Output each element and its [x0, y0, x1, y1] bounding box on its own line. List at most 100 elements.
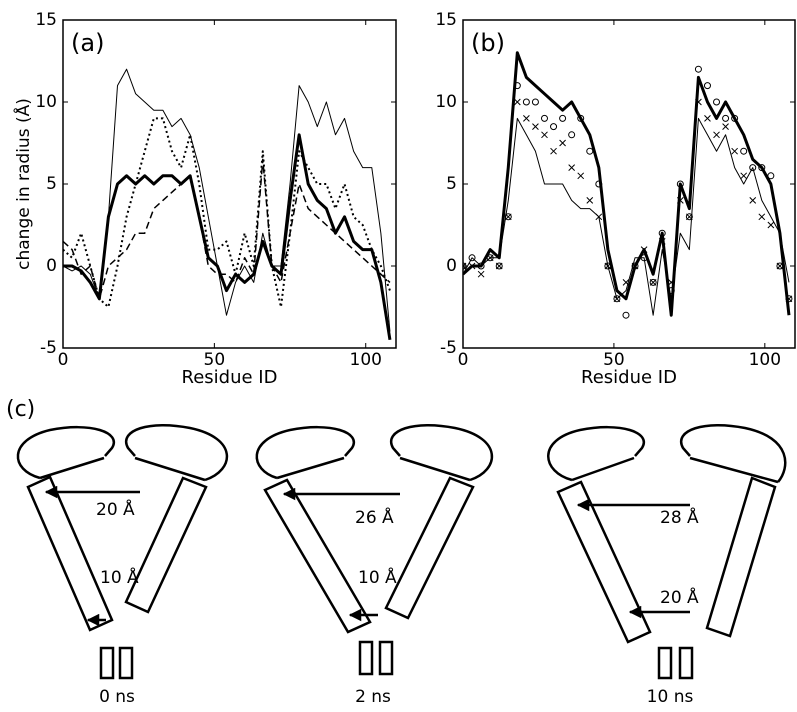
distance-label: 20 Å — [96, 498, 135, 520]
distance-label: 26 Å — [355, 506, 394, 528]
circle-marker — [486, 254, 494, 262]
circle-marker — [604, 262, 612, 270]
circle-marker — [522, 98, 530, 106]
circle-marker — [531, 98, 539, 106]
cross-marker — [463, 262, 467, 270]
circle-marker — [758, 164, 766, 172]
circle-marker — [568, 131, 576, 139]
cross-marker — [785, 295, 793, 303]
cross-marker — [604, 262, 612, 270]
cross-marker — [595, 213, 603, 221]
y-tick-label: 0 — [446, 256, 457, 276]
time-label: 10 ns — [647, 687, 694, 707]
x-axis-label: Residue ID — [581, 367, 677, 388]
plot-frame — [462, 19, 796, 349]
circle-marker — [667, 287, 675, 295]
circle-marker — [586, 147, 594, 155]
cross-marker — [523, 115, 530, 122]
schematic: 26 Å 10 Å 2 ns — [255, 424, 494, 707]
circle-marker — [785, 295, 793, 303]
time-label: 0 ns — [99, 687, 135, 707]
circle-marker — [613, 295, 621, 303]
series-line — [63, 158, 391, 300]
circle-marker — [631, 262, 639, 270]
circle-marker — [622, 311, 630, 319]
circle-marker — [731, 114, 739, 122]
cross-marker — [613, 295, 621, 303]
cross-marker — [776, 262, 784, 270]
distance-label: 10 Å — [100, 566, 139, 588]
cross-marker — [631, 262, 639, 270]
time-label: 2 ns — [355, 687, 391, 707]
panel-label: (c) — [6, 397, 35, 422]
cross-marker — [695, 98, 702, 106]
cross-marker — [477, 270, 485, 278]
circle-marker — [495, 262, 503, 270]
circle-marker — [749, 164, 757, 172]
cross-marker — [713, 131, 720, 139]
y-tick-label: 10 — [435, 92, 457, 112]
panel-label: (a) — [71, 29, 104, 57]
cross-marker — [640, 246, 648, 253]
circle-marker — [504, 213, 512, 221]
y-tick-label: -5 — [440, 338, 457, 358]
circle-marker — [463, 262, 467, 270]
cross-marker — [486, 254, 494, 262]
circle-marker — [640, 254, 648, 262]
circle-marker — [658, 229, 666, 237]
circle-marker — [540, 114, 548, 122]
circle-marker — [740, 147, 748, 155]
cross-marker — [468, 262, 476, 270]
series-line — [63, 68, 391, 332]
cross-marker — [767, 221, 775, 229]
cross-marker — [740, 172, 748, 180]
y-tick-label: 15 — [435, 10, 457, 30]
cross-marker — [550, 147, 557, 155]
cross-marker — [658, 238, 666, 245]
y-tick-label: 15 — [35, 10, 57, 30]
x-tick-label: 100 — [749, 350, 781, 370]
series-line — [63, 117, 391, 308]
circle-marker — [577, 114, 585, 122]
series-line — [463, 51, 791, 317]
plot-frame — [62, 19, 397, 349]
cross-marker — [731, 147, 738, 155]
circle-marker — [703, 82, 711, 90]
x-tick-label: 50 — [204, 350, 226, 370]
circle-marker — [694, 65, 702, 73]
circle-marker — [468, 254, 476, 262]
y-tick-label: 0 — [46, 256, 57, 276]
cross-marker — [758, 213, 766, 221]
circle-marker — [722, 114, 730, 122]
circle-marker — [713, 98, 721, 106]
series-line — [463, 117, 790, 316]
cross-marker — [577, 172, 585, 180]
cross-marker — [722, 123, 729, 130]
cross-marker — [541, 131, 548, 139]
x-tick-label: 100 — [350, 350, 382, 370]
x-tick-label: 0 — [58, 350, 69, 370]
circle-marker — [477, 262, 485, 270]
distance-label: 10 Å — [358, 566, 397, 588]
cross-marker — [667, 279, 675, 286]
y-tick-label: 5 — [446, 174, 457, 194]
circle-marker — [776, 262, 784, 270]
cross-marker — [559, 139, 566, 147]
circle-marker — [685, 213, 693, 221]
y-axis-label: change in radius (Å) — [12, 98, 34, 270]
plot-area — [463, 51, 793, 319]
cross-marker — [504, 213, 512, 221]
y-tick-label: 10 — [35, 92, 57, 112]
circle-marker — [559, 114, 567, 122]
x-tick-label: 0 — [458, 350, 469, 370]
cross-marker — [568, 164, 576, 171]
cross-marker — [495, 262, 503, 270]
circle-marker — [513, 82, 521, 90]
cross-marker — [704, 115, 711, 122]
x-tick-label: 50 — [603, 350, 625, 370]
circle-marker — [550, 123, 558, 131]
distance-label: 20 Å — [660, 586, 699, 608]
cross-marker — [676, 197, 684, 204]
